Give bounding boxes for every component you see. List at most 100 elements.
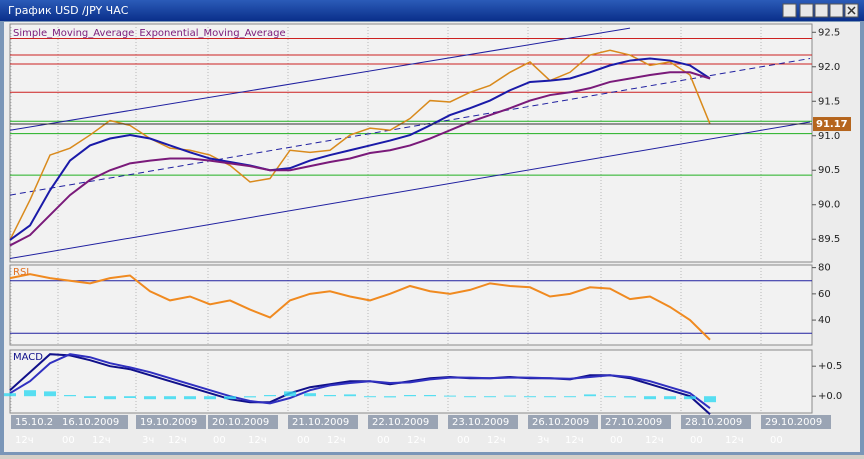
- histogram-bar: [364, 396, 376, 398]
- y-tick-label: 80: [818, 263, 831, 274]
- histogram-bar: [624, 396, 636, 398]
- histogram-bar: [404, 395, 416, 397]
- histogram-bar: [4, 393, 16, 397]
- histogram-bar: [104, 396, 116, 400]
- histogram-bar: [644, 396, 656, 400]
- y-tick-label: 92.0: [818, 62, 840, 73]
- histogram-bar: [704, 396, 716, 403]
- hour-label: 12ч: [92, 435, 111, 446]
- hour-label: 00: [690, 435, 703, 446]
- panel-background: [9, 264, 813, 346]
- date-label-bg: [208, 415, 278, 429]
- hour-label: 12ч: [725, 435, 744, 446]
- date-label-bg: [601, 415, 671, 429]
- hour-label: 00: [62, 435, 75, 446]
- hour-label: 12ч: [645, 435, 664, 446]
- hour-label: 00: [610, 435, 623, 446]
- histogram-bar: [444, 395, 456, 397]
- panel-background: [9, 23, 813, 263]
- y-tick-label: 91.5: [818, 96, 840, 107]
- hour-label: 12ч: [248, 435, 267, 446]
- hour-label: 00: [377, 435, 390, 446]
- histogram-bar: [64, 395, 76, 397]
- series-line: [9, 57, 711, 241]
- date-label: 28.10.2009: [685, 417, 742, 428]
- current-value-box: [813, 117, 851, 132]
- date-label: 26.10.2009: [532, 417, 589, 428]
- y-tick-label: 92.5: [818, 27, 840, 38]
- panel-title: RSI: [13, 267, 29, 278]
- date-label: 21.10.2009: [292, 417, 349, 428]
- date-label-bg: [288, 415, 358, 429]
- hour-label: 00: [457, 435, 470, 446]
- histogram-bar: [144, 396, 156, 400]
- hour-label: 12ч: [327, 435, 346, 446]
- y-tick-label: 90.0: [818, 200, 840, 211]
- y-tick-label: +0.5: [818, 361, 842, 372]
- hour-label: 00: [297, 435, 310, 446]
- hour-label: 3ч: [142, 435, 154, 446]
- hour-label: 3ч: [537, 435, 549, 446]
- date-label: 27.10.2009: [605, 417, 662, 428]
- current-value-label: 91.17: [816, 119, 848, 130]
- panel-title: MACD: [13, 352, 43, 363]
- y-tick-label: 60: [818, 289, 831, 300]
- histogram-bar: [264, 395, 276, 397]
- date-label: 29.10.2009: [765, 417, 822, 428]
- histogram-bar: [664, 396, 676, 400]
- date-label-bg: [58, 415, 128, 429]
- y-tick-label: 91.0: [818, 131, 840, 142]
- date-label: 15.10.2: [15, 417, 53, 428]
- window-buttons[interactable]: [782, 3, 859, 18]
- histogram-bar: [464, 396, 476, 398]
- histogram-bar: [384, 396, 396, 398]
- trend-line: [9, 27, 631, 131]
- y-tick-label: +0.0: [818, 391, 842, 402]
- series-line: [9, 71, 711, 247]
- histogram-bar: [124, 396, 136, 398]
- hour-label: 12ч: [168, 435, 187, 446]
- histogram-bar: [564, 396, 576, 398]
- legend-entry: Simple_Moving_Average: [13, 28, 134, 39]
- legend-entry: Exponential_Moving_Average: [139, 28, 285, 39]
- date-label-bg: [528, 415, 598, 429]
- histogram-bar: [504, 395, 516, 397]
- trend-line: [9, 121, 811, 260]
- histogram-bar: [184, 396, 196, 400]
- histogram-bar: [584, 394, 596, 397]
- histogram-bar: [44, 391, 56, 397]
- series-line: [9, 49, 711, 241]
- y-tick-label: 90.5: [818, 165, 840, 176]
- histogram-bar: [164, 396, 176, 400]
- date-label: 20.10.2009: [212, 417, 269, 428]
- histogram-bar: [204, 396, 216, 400]
- trend-line: [9, 57, 811, 196]
- histogram-bar: [324, 395, 336, 397]
- hour-label: 12ч: [407, 435, 426, 446]
- hour-label: 00: [213, 435, 226, 446]
- histogram-bar: [544, 396, 556, 398]
- button-maximize[interactable]: [829, 3, 844, 18]
- histogram-bar: [304, 393, 316, 397]
- histogram-bar: [84, 396, 96, 398]
- y-tick-label: 40: [818, 315, 831, 326]
- histogram-bar: [424, 395, 436, 397]
- hour-label: 12ч: [487, 435, 506, 446]
- histogram-bar: [344, 394, 356, 397]
- button-help[interactable]: [782, 3, 797, 18]
- date-label-bg: [681, 415, 751, 429]
- button-minimize[interactable]: [799, 3, 814, 18]
- y-tick-label: 89.5: [818, 234, 840, 245]
- date-label-bg: [368, 415, 438, 429]
- histogram-bar: [284, 391, 296, 397]
- histogram-bar: [524, 396, 536, 398]
- series-line: [9, 273, 711, 341]
- date-label: 16.10.2009: [62, 417, 119, 428]
- close-icon: [847, 6, 856, 15]
- date-label: 23.10.2009: [452, 417, 509, 428]
- title-bar: [0, 0, 864, 21]
- button-restore[interactable]: [814, 3, 829, 18]
- histogram-bar: [244, 396, 256, 398]
